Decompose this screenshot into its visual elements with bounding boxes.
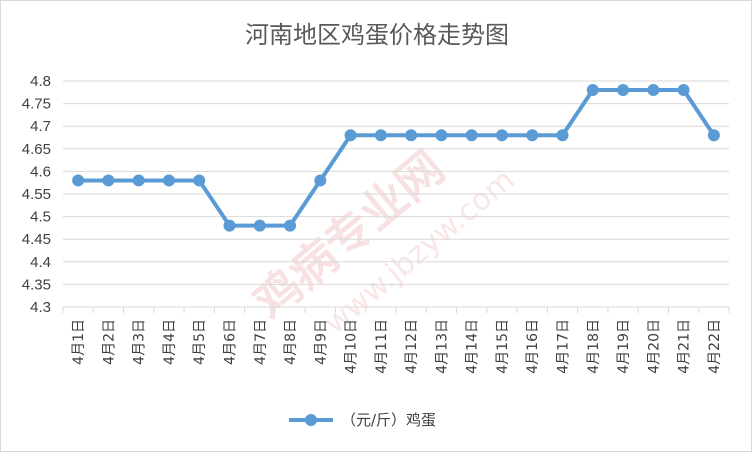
x-tick-label: 4月22日: [707, 319, 723, 374]
y-tick-label: 4.4: [30, 254, 51, 271]
data-point: [526, 129, 539, 142]
x-tick-label: 4月6日: [223, 319, 239, 365]
x-tick-label: 4月5日: [192, 319, 208, 365]
data-point: [707, 129, 720, 142]
x-tick-label: 4月20日: [646, 319, 662, 374]
y-axis: 4.3 4.35 4.4 4.45 4.5 4.55 4.6 4.65 4.7 4.75 4.8: [22, 73, 51, 316]
series-eggs: [72, 84, 720, 232]
data-point: [132, 174, 145, 187]
data-point: [374, 129, 387, 142]
y-tick-label: 4.7: [30, 118, 51, 135]
y-tick-label: 4.8: [30, 73, 51, 90]
legend: （元/斤）鸡蛋: [289, 411, 436, 429]
data-point: [586, 84, 599, 97]
x-tick-label: 4月21日: [677, 319, 693, 374]
x-tick-label: 4月14日: [465, 319, 481, 374]
x-tick-label: 4月13日: [434, 319, 450, 374]
x-tick-label: 4月3日: [132, 319, 148, 365]
x-tick-label: 4月18日: [586, 319, 602, 374]
x-tick-label: 4月15日: [495, 319, 511, 374]
x-tick-label: 4月19日: [616, 319, 632, 374]
x-tick-label: 4月1日: [71, 319, 87, 365]
x-tick-label: 4月9日: [313, 319, 329, 365]
data-point: [617, 84, 630, 97]
data-point: [253, 219, 266, 232]
series-line: [78, 88, 716, 228]
data-point: [495, 129, 508, 142]
data-point: [465, 129, 478, 142]
x-tick-label: 4月16日: [525, 319, 541, 374]
data-point: [677, 84, 690, 97]
data-point: [556, 129, 569, 142]
y-tick-label: 4.6: [30, 163, 51, 180]
data-point: [223, 219, 236, 232]
x-tick-label: 4月2日: [101, 319, 117, 365]
y-tick-label: 4.5: [30, 209, 51, 226]
data-point: [405, 129, 418, 142]
legend-label: （元/斤）鸡蛋: [341, 411, 436, 429]
x-tick-label: 4月10日: [344, 319, 360, 374]
data-point: [193, 174, 206, 187]
x-tick-label: 4月8日: [283, 319, 299, 365]
data-point: [647, 84, 660, 97]
x-tick-label: 4月4日: [162, 319, 178, 365]
y-tick-label: 4.45: [22, 231, 51, 248]
data-point: [102, 174, 115, 187]
x-axis: 4月1日 4月2日 4月3日 4月4日 4月5日 4月6日 4月7日 4月8日 4月9日 4月10…: [62, 307, 730, 374]
y-tick-label: 4.65: [22, 141, 51, 158]
data-point: [314, 174, 327, 187]
x-tick-label: 4月7日: [253, 319, 269, 365]
x-tick-label: 4月11日: [374, 319, 390, 374]
y-tick-label: 4.35: [22, 276, 51, 293]
data-point: [435, 129, 448, 142]
x-tick-label: 4月17日: [556, 319, 572, 374]
data-point: [284, 219, 297, 232]
data-point: [72, 174, 85, 187]
data-point: [344, 129, 357, 142]
y-tick-label: 4.3: [30, 299, 51, 316]
chart-title: 河南地区鸡蛋价格走势图: [245, 21, 509, 49]
x-tick-label: 4月12日: [404, 319, 420, 374]
y-tick-label: 4.55: [22, 186, 51, 203]
grid-lines: [63, 80, 729, 308]
data-point: [162, 174, 175, 187]
legend-marker: [305, 414, 317, 426]
y-tick-label: 4.75: [22, 96, 51, 113]
